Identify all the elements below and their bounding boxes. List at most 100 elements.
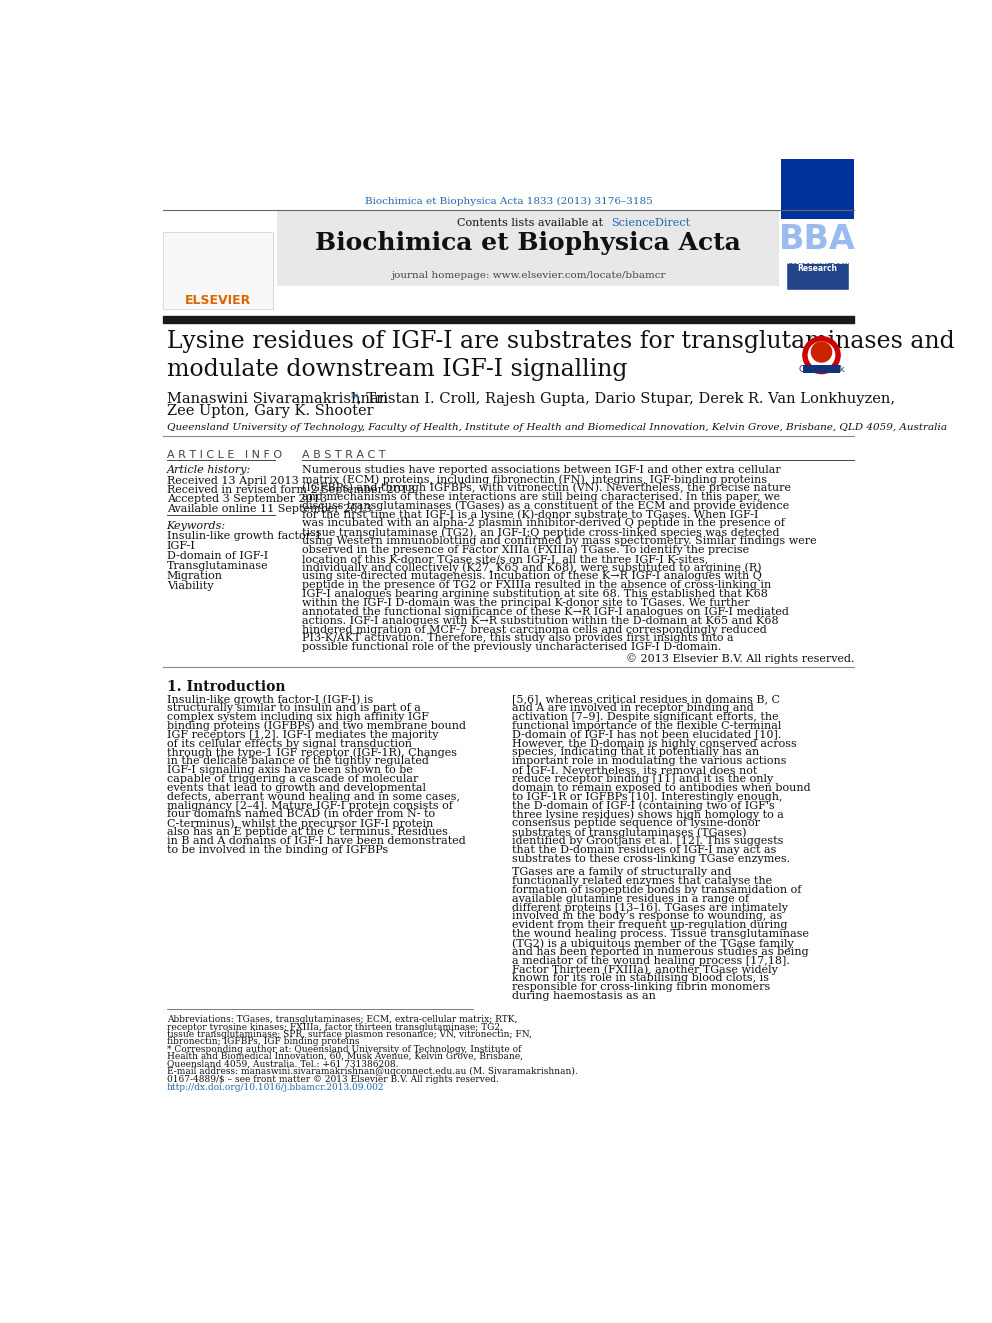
Text: annotated the functional significance of these K→R IGF-I analogues on IGF-I medi: annotated the functional significance of… [303, 607, 789, 617]
Text: Manaswini Sivaramakrishnan: Manaswini Sivaramakrishnan [167, 392, 393, 406]
Text: functional importance of the flexible C-terminal: functional importance of the flexible C-… [512, 721, 781, 730]
Text: defects, aberrant wound healing and in some cases,: defects, aberrant wound healing and in s… [167, 791, 459, 802]
Text: tissue transglutaminase (TG2), an IGF-I:Q peptide cross-linked species was detec: tissue transglutaminase (TG2), an IGF-I:… [303, 527, 780, 537]
Text: individually and collectively (K27, K65 and K68), were substituted to arginine (: individually and collectively (K27, K65 … [303, 562, 762, 573]
Text: functionally related enzymes that catalyse the: functionally related enzymes that cataly… [512, 876, 772, 886]
Text: Health and Biomedical Innovation, 60, Musk Avenue, Kelvin Grove, Brisbane,: Health and Biomedical Innovation, 60, Mu… [167, 1052, 523, 1061]
Text: substrates of transglutaminases (TGases): substrates of transglutaminases (TGases) [512, 827, 746, 837]
Text: three lysine residues) shows high homology to a: three lysine residues) shows high homolo… [512, 810, 784, 820]
Text: Article history:: Article history: [167, 466, 251, 475]
Text: Received in revised form 2 September 2013: Received in revised form 2 September 201… [167, 486, 415, 495]
Text: possible functional role of the previously uncharacterised IGF-I D-domain.: possible functional role of the previous… [303, 643, 721, 652]
Text: fibronectin; IGFBPs, IGF binding proteins: fibronectin; IGFBPs, IGF binding protein… [167, 1037, 359, 1046]
Text: for the first time that IGF-I is a lysine (K)-donor substrate to TGases. When IG: for the first time that IGF-I is a lysin… [303, 509, 759, 520]
Text: CrossMark: CrossMark [799, 365, 845, 374]
Text: Queensland University of Technology, Faculty of Health, Institute of Health and : Queensland University of Technology, Fac… [167, 423, 946, 431]
Text: Received 13 April 2013: Received 13 April 2013 [167, 476, 299, 486]
Text: http://dx.doi.org/10.1016/j.bbamcr.2013.09.002: http://dx.doi.org/10.1016/j.bbamcr.2013.… [167, 1082, 384, 1091]
Text: domain to remain exposed to antibodies when bound: domain to remain exposed to antibodies w… [512, 783, 810, 792]
Text: structurally similar to insulin and is part of a: structurally similar to insulin and is p… [167, 703, 421, 713]
Text: discuss transglutaminases (TGases) as a constituent of the ECM and provide evide: discuss transglutaminases (TGases) as a … [303, 500, 790, 511]
Text: Contents lists available at: Contents lists available at [457, 218, 607, 228]
Bar [787, 263, 848, 290]
Text: that the D-domain residues of IGF-I may act as: that the D-domain residues of IGF-I may … [512, 845, 776, 855]
Text: four domains named BCAD (in order from N- to: four domains named BCAD (in order from N… [167, 810, 434, 820]
Text: [5,6], whereas critical residues in domains B, C: [5,6], whereas critical residues in doma… [512, 695, 780, 704]
Text: important role in modulating the various actions: important role in modulating the various… [512, 757, 786, 766]
Text: of IGF-I. Nevertheless, its removal does not: of IGF-I. Nevertheless, its removal does… [512, 765, 757, 775]
Text: Keywords:: Keywords: [167, 521, 226, 531]
Text: Viability: Viability [167, 582, 213, 591]
Text: Queensland 4059, Australia. Tel.: +61 731386208.: Queensland 4059, Australia. Tel.: +61 73… [167, 1060, 398, 1068]
Text: of its cellular effects by signal transduction: of its cellular effects by signal transd… [167, 738, 412, 749]
Text: PI3-K/AKT activation. Therefore, this study also provides first insights into a: PI3-K/AKT activation. Therefore, this st… [303, 634, 734, 643]
Text: available glutamine residues in a range of: available glutamine residues in a range … [512, 894, 749, 904]
Text: D-domain of IGF-I: D-domain of IGF-I [167, 552, 268, 561]
Text: the wound healing process. Tissue transglutaminase: the wound healing process. Tissue transg… [512, 929, 808, 939]
Text: hindered migration of MCF-7 breast carcinoma cells and correspondingly reduced: hindered migration of MCF-7 breast carci… [303, 624, 767, 635]
Text: to IGF-1R or IGFBPs [10]. Interestingly enough,: to IGF-1R or IGFBPs [10]. Interestingly … [512, 791, 782, 802]
Text: also has an E peptide at the C terminus. Residues: also has an E peptide at the C terminus.… [167, 827, 447, 837]
Text: (IGFBPs) and through IGFBPs, with vitronectin (VN). Nevertheless, the precise na: (IGFBPs) and through IGFBPs, with vitron… [303, 483, 792, 493]
Text: D-domain of IGF-I has not been elucidated [10].: D-domain of IGF-I has not been elucidate… [512, 730, 781, 740]
Text: Transglutaminase: Transglutaminase [167, 561, 268, 572]
Text: Insulin-like growth factor-1: Insulin-like growth factor-1 [167, 532, 321, 541]
Text: activation [7–9]. Despite significant efforts, the: activation [7–9]. Despite significant ef… [512, 712, 778, 722]
Text: IGF receptors [1,2]. IGF-I mediates the majority: IGF receptors [1,2]. IGF-I mediates the … [167, 730, 438, 740]
Text: Molecular Cell: Molecular Cell [787, 257, 848, 266]
Text: consensus peptide sequence of lysine-donor: consensus peptide sequence of lysine-don… [512, 818, 760, 828]
Text: tissue transglutaminase; SPR, surface plasmon resonance; VN, vitronectin; FN,: tissue transglutaminase; SPR, surface pl… [167, 1031, 532, 1039]
Text: IGF-I signalling axis have been shown to be: IGF-I signalling axis have been shown to… [167, 765, 413, 775]
Text: in B and A domains of IGF-I have been demonstrated: in B and A domains of IGF-I have been de… [167, 836, 465, 845]
Text: Zee Upton, Gary K. Shooter: Zee Upton, Gary K. Shooter [167, 405, 373, 418]
Text: However, the D-domain is highly conserved across: However, the D-domain is highly conserve… [512, 738, 797, 749]
Text: Abbreviations: TGases, transglutaminases; ECM, extra-cellular matrix; RTK,: Abbreviations: TGases, transglutaminases… [167, 1015, 517, 1024]
Text: known for its role in stabilising blood clots, is: known for its role in stabilising blood … [512, 974, 769, 983]
Text: 0167-4889/$ – see front matter © 2013 Elsevier B.V. All rights reserved.: 0167-4889/$ – see front matter © 2013 El… [167, 1076, 499, 1084]
Text: Biochimica et Biophysica Acta 1833 (2013) 3176–3185: Biochimica et Biophysica Acta 1833 (2013… [364, 197, 653, 206]
Text: Accepted 3 September 2013: Accepted 3 September 2013 [167, 495, 326, 504]
Text: and A are involved in receptor binding and: and A are involved in receptor binding a… [512, 703, 753, 713]
Circle shape [811, 343, 831, 363]
Text: in the delicate balance of the tightly regulated: in the delicate balance of the tightly r… [167, 757, 429, 766]
Text: capable of triggering a cascade of molecular: capable of triggering a cascade of molec… [167, 774, 418, 785]
Text: * Corresponding author at: Queensland University of Technology, Institute of: * Corresponding author at: Queensland Un… [167, 1045, 521, 1053]
Text: Insulin-like growth factor-I (IGF-I) is: Insulin-like growth factor-I (IGF-I) is [167, 695, 373, 705]
Text: Biochimica et Biophysica Acta: Biochimica et Biophysica Acta [314, 232, 741, 255]
Text: IGF-I analogues bearing arginine substitution at site 68. This established that : IGF-I analogues bearing arginine substit… [303, 589, 768, 599]
Text: malignancy [2–4]. Mature IGF-I protein consists of: malignancy [2–4]. Mature IGF-I protein c… [167, 800, 452, 811]
Text: , Tristan I. Croll, Rajesh Gupta, Dario Stupar, Derek R. Van Lonkhuyzen,: , Tristan I. Croll, Rajesh Gupta, Dario … [357, 392, 896, 406]
Text: substrates to these cross-linking TGase enzymes.: substrates to these cross-linking TGase … [512, 853, 790, 864]
Text: during haemostasis as an: during haemostasis as an [512, 991, 656, 1002]
Text: species, indicating that it potentially has an: species, indicating that it potentially … [512, 747, 759, 758]
Text: ScienceDirect: ScienceDirect [611, 218, 689, 228]
Text: Lysine residues of IGF-I are substrates for transglutaminases and
modulate downs: Lysine residues of IGF-I are substrates … [167, 329, 954, 381]
Text: (TG2) is a ubiquitous member of the TGase family: (TG2) is a ubiquitous member of the TGas… [512, 938, 794, 949]
Text: peptide in the presence of TG2 or FXIIIa resulted in the absence of cross-linkin: peptide in the presence of TG2 or FXIIIa… [303, 581, 772, 590]
Text: events that lead to growth and developmental: events that lead to growth and developme… [167, 783, 426, 792]
Text: C-terminus), whilst the precursor IGF-I protein: C-terminus), whilst the precursor IGF-I … [167, 818, 433, 828]
Text: reduce receptor binding [11] and it is the only: reduce receptor binding [11] and it is t… [512, 774, 773, 785]
Text: using Western immunoblotting and confirmed by mass spectrometry. Similar finding: using Western immunoblotting and confirm… [303, 536, 816, 546]
Text: © 2013 Elsevier B.V. All rights reserved.: © 2013 Elsevier B.V. All rights reserved… [626, 654, 854, 664]
Text: identified by Grootjans et al. [12]. This suggests: identified by Grootjans et al. [12]. Thi… [512, 836, 783, 845]
Text: Available online 11 September 2013: Available online 11 September 2013 [167, 504, 371, 513]
Text: through the type-1 IGF receptor (IGF-1R). Changes: through the type-1 IGF receptor (IGF-1R)… [167, 747, 456, 758]
Bar [782, 146, 854, 218]
Text: and mechanisms of these interactions are still being characterised. In this pape: and mechanisms of these interactions are… [303, 492, 781, 501]
Text: was incubated with an alpha-2 plasmin inhibitor-derived Q peptide in the presenc: was incubated with an alpha-2 plasmin in… [303, 519, 785, 528]
Text: formation of isopeptide bonds by transamidation of: formation of isopeptide bonds by transam… [512, 885, 801, 894]
Text: different proteins [13–16]. TGases are intimately: different proteins [13–16]. TGases are i… [512, 902, 788, 913]
Text: A R T I C L E   I N F O: A R T I C L E I N F O [167, 450, 282, 460]
Text: binding proteins (IGFBPs) and two membrane bound: binding proteins (IGFBPs) and two membra… [167, 721, 465, 732]
Text: Factor Thirteen (FXIIIa), another TGase widely: Factor Thirteen (FXIIIa), another TGase … [512, 964, 778, 975]
Text: to be involved in the binding of IGFBPs: to be involved in the binding of IGFBPs [167, 845, 388, 855]
Text: IGF-I: IGF-I [167, 541, 195, 552]
Circle shape [803, 336, 840, 373]
Text: BBA: BBA [779, 224, 856, 257]
Text: 1. Introduction: 1. Introduction [167, 680, 285, 695]
Text: location of this K-donor TGase site/s on IGF-I, all the three IGF-I K-sites,: location of this K-donor TGase site/s on… [303, 554, 708, 564]
Text: E-mail address: manaswini.sivaramakrishnan@uqconnect.edu.au (M. Sivaramakrishnan: E-mail address: manaswini.sivaramakrishn… [167, 1066, 577, 1076]
Text: matrix (ECM) proteins, including fibronectin (FN), integrins, IGF-binding protei: matrix (ECM) proteins, including fibrone… [303, 474, 768, 484]
Text: observed in the presence of Factor XIIIa (FXIIIa) TGase. To identify the precise: observed in the presence of Factor XIIIa… [303, 545, 749, 556]
